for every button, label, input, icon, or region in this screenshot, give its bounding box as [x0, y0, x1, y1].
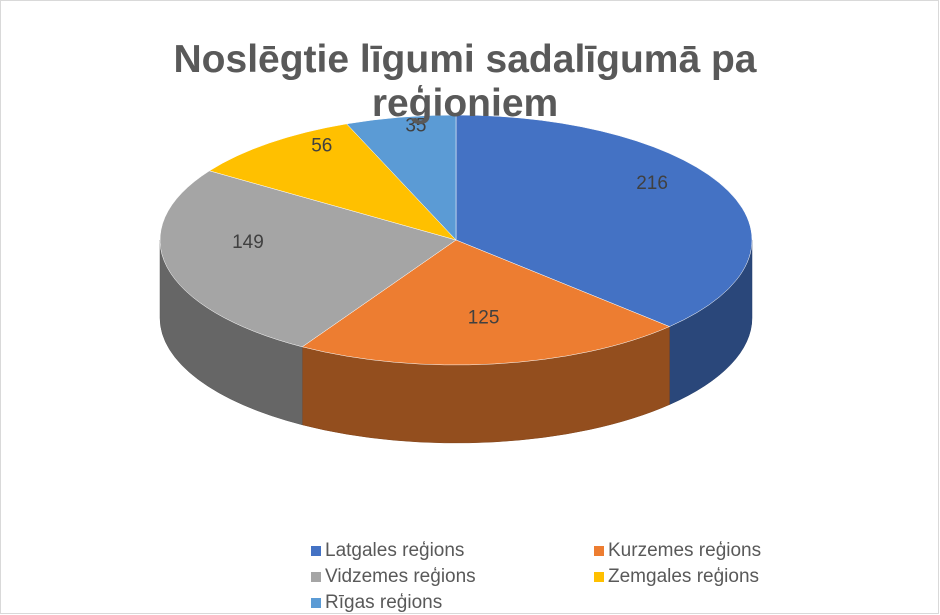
slice [208, 123, 457, 241]
legend-label: Latgales reģions [325, 540, 464, 561]
data-labels: 216 125 149 56 35 [232, 115, 668, 328]
legend-swatch [311, 572, 321, 582]
legend-swatch [594, 572, 604, 582]
data-label: 125 [468, 308, 500, 329]
legend-swatch [311, 546, 321, 556]
slice [455, 114, 753, 327]
data-label: 216 [636, 173, 668, 194]
legend-label: Vidzemes reģions [325, 566, 476, 587]
legend-swatch [594, 546, 604, 556]
pie-tops [159, 114, 753, 366]
data-label: 35 [405, 115, 426, 136]
chart-title: Noslēgtie līgumi sadalīgumā pa reģioniem [173, 38, 757, 125]
slice [346, 114, 457, 241]
legend-swatch [311, 598, 321, 608]
legend-label: Rīgas reģions [325, 592, 442, 613]
legend-label: Zemgales reģions [608, 566, 759, 587]
data-label: 149 [232, 232, 264, 253]
data-label: 56 [311, 135, 332, 156]
legend-label: Kurzemes reģions [608, 540, 761, 561]
slice [159, 170, 457, 348]
slice [301, 239, 671, 366]
pie-sides [159, 239, 753, 444]
